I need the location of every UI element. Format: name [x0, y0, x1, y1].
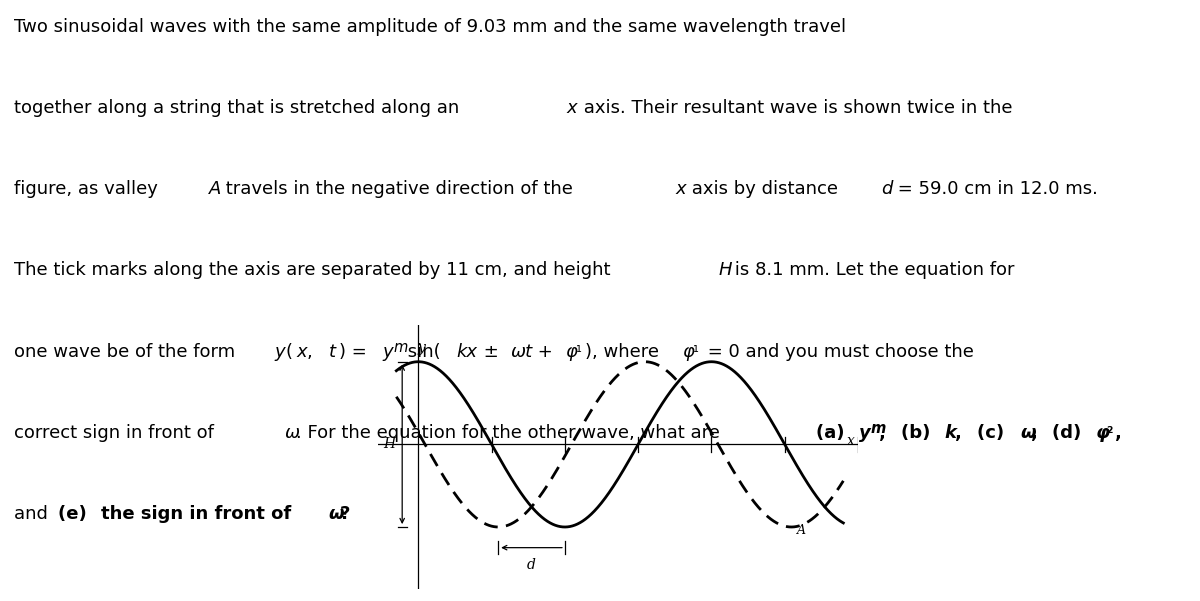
Text: one wave be of the form: one wave be of the form [14, 343, 241, 361]
Text: A: A [210, 180, 222, 198]
Text: +: + [533, 343, 559, 361]
Text: = 59.0 cm in 12.0 ms.: = 59.0 cm in 12.0 ms. [892, 180, 1098, 198]
Text: x: x [566, 99, 577, 117]
Text: ω: ω [1020, 424, 1036, 442]
Text: ₁: ₁ [576, 340, 582, 355]
Text: t: t [329, 343, 336, 361]
Text: = 0 and you must choose the: = 0 and you must choose the [702, 343, 973, 361]
Text: . For the equation for the other wave, what are: . For the equation for the other wave, w… [296, 424, 726, 442]
Text: kx: kx [457, 343, 478, 361]
Text: (e): (e) [58, 505, 92, 523]
Text: together along a string that is stretched along an: together along a string that is stretche… [14, 99, 466, 117]
Text: ω: ω [286, 424, 300, 442]
Text: y: y [418, 341, 425, 355]
Text: ₂: ₂ [1106, 421, 1114, 436]
Text: k: k [944, 424, 956, 442]
Text: ₁: ₁ [694, 340, 698, 355]
Text: (d): (d) [1052, 424, 1088, 442]
Text: y: y [383, 343, 394, 361]
Text: ) =: ) = [340, 343, 373, 361]
Text: A: A [797, 523, 806, 537]
Text: d: d [527, 558, 536, 572]
Text: H: H [383, 438, 395, 451]
Text: (b): (b) [901, 424, 936, 442]
Text: axis. Their resultant wave is shown twice in the: axis. Their resultant wave is shown twic… [577, 99, 1013, 117]
Text: The tick marks along the axis are separated by 11 cm, and height: The tick marks along the axis are separa… [14, 261, 617, 279]
Text: x: x [296, 343, 307, 361]
Text: and: and [14, 505, 54, 523]
Text: ±: ± [479, 343, 505, 361]
Text: ), where: ), where [584, 343, 665, 361]
Text: ,: , [880, 424, 886, 442]
Text: d: d [881, 180, 893, 198]
Text: ω: ω [329, 505, 344, 523]
Text: (a): (a) [816, 424, 851, 442]
Text: ,: , [1031, 424, 1038, 442]
Text: sin(: sin( [402, 343, 442, 361]
Text: y: y [275, 343, 286, 361]
Text: figure, as valley: figure, as valley [14, 180, 164, 198]
Text: y: y [859, 424, 871, 442]
Text: ,: , [955, 424, 962, 442]
Text: axis by distance: axis by distance [686, 180, 844, 198]
Text: x: x [676, 180, 686, 198]
Text: is 8.1 mm. Let the equation for: is 8.1 mm. Let the equation for [730, 261, 1015, 279]
Text: φ: φ [565, 343, 577, 361]
Text: H: H [719, 261, 732, 279]
Text: ,: , [1116, 424, 1122, 442]
Text: x: x [847, 434, 854, 448]
Text: ?: ? [340, 505, 349, 523]
Text: φ: φ [1096, 424, 1110, 442]
Text: travels in the negative direction of the: travels in the negative direction of the [221, 180, 578, 198]
Text: correct sign in front of: correct sign in front of [14, 424, 220, 442]
Text: the sign in front of: the sign in front of [101, 505, 298, 523]
Text: ωt: ωt [511, 343, 533, 361]
Text: m: m [870, 421, 886, 436]
Text: Two sinusoidal waves with the same amplitude of 9.03 mm and the same wavelength : Two sinusoidal waves with the same ampli… [14, 18, 846, 36]
Text: m: m [394, 340, 408, 355]
Text: φ: φ [682, 343, 694, 361]
Text: ,: , [307, 343, 318, 361]
Text: (c): (c) [977, 424, 1010, 442]
Text: (: ( [286, 343, 293, 361]
